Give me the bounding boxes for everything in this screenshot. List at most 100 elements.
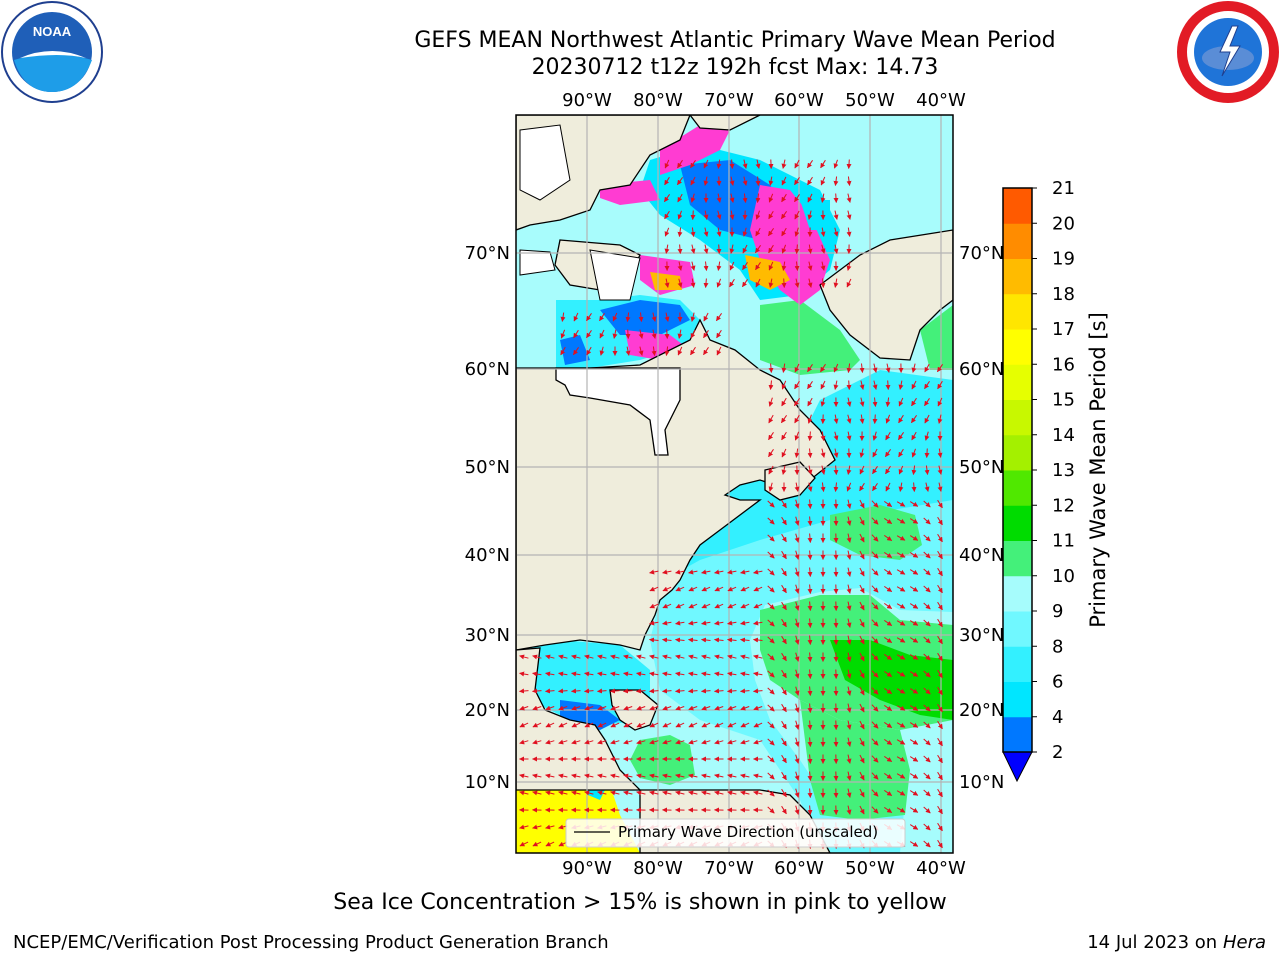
wave-arrow (690, 210, 696, 220)
colorbar-tick-label: 17 (1052, 319, 1075, 340)
wave-arrow (896, 705, 906, 711)
wave-arrow (896, 756, 906, 762)
wave-arrow (727, 773, 737, 779)
wave-arrow (768, 432, 774, 441)
wave-arrow (807, 618, 813, 628)
wave-arrow (572, 347, 580, 356)
wave-arrow (623, 739, 633, 745)
wave-arrow (597, 671, 607, 677)
wave-arrow (859, 720, 865, 730)
wave-arrow (884, 755, 893, 763)
wave-arrow (636, 739, 646, 745)
wave-arrow (532, 824, 542, 830)
wave-arrow (636, 705, 646, 711)
colorbar-tick-label: 15 (1052, 390, 1075, 411)
wave-arrow (560, 346, 566, 356)
colorbar-cell (1003, 293, 1032, 330)
wave-arrow (767, 602, 775, 610)
wave-arrow (937, 737, 943, 747)
wave-arrow (701, 705, 711, 711)
wave-arrow (714, 603, 724, 609)
wave-arrow (662, 637, 672, 643)
wave-arrow (937, 397, 943, 407)
wave-arrow (715, 313, 723, 322)
colorbar-tick-label: 12 (1052, 495, 1075, 516)
wave-arrow (781, 737, 787, 747)
wave-arrow (909, 637, 919, 643)
wave-arrow (937, 839, 943, 849)
wave-arrow (846, 669, 852, 679)
wave-arrow (532, 671, 542, 677)
wave-arrow (924, 381, 930, 390)
wave-arrow (571, 688, 581, 694)
wave-arrow (846, 686, 852, 696)
wave-arrow (701, 790, 711, 796)
wave-arrow (781, 227, 787, 237)
wave-arrow (896, 807, 906, 813)
wave-arrow (584, 671, 594, 677)
wave-arrow (859, 788, 865, 798)
wave-arrow (781, 584, 787, 594)
wave-arrow (664, 159, 670, 169)
wave-arrow (937, 686, 943, 696)
wave-arrow (662, 586, 672, 592)
colorbar-cell (1003, 470, 1032, 506)
wave-arrow (701, 637, 711, 643)
wave-arrow (767, 721, 775, 729)
wave-arrow (781, 516, 787, 526)
wave-arrow (820, 227, 826, 237)
wave-arrow (911, 397, 917, 407)
wave-arrow (936, 364, 944, 373)
wave-arrow (871, 670, 879, 678)
wave-arrow (664, 176, 670, 186)
wave-arrow (911, 363, 917, 373)
wave-arrow (846, 737, 852, 747)
wave-arrow (649, 603, 659, 609)
wave-arrow (545, 739, 555, 745)
wave-arrow (794, 669, 800, 679)
wave-arrow (871, 568, 879, 576)
wave-arrow (846, 516, 852, 526)
wave-arrow (898, 414, 904, 424)
wave-arrow (833, 210, 839, 220)
wave-arrow (807, 754, 813, 764)
wave-arrow (807, 176, 813, 186)
wave-arrow (768, 397, 774, 407)
top-lon-label: 60°W (774, 90, 824, 111)
wave-arrow (677, 210, 683, 220)
wave-arrow (612, 329, 618, 339)
wave-arrow (729, 244, 735, 254)
wave-arrow (923, 772, 931, 780)
wave-arrow (677, 159, 683, 169)
wave-arrow (716, 244, 722, 254)
wave-arrow (753, 722, 763, 728)
wave-arrow (794, 720, 800, 730)
colorbar-tick-label: 2 (1052, 742, 1063, 763)
wave-arrow (807, 431, 813, 441)
wave-arrow (896, 790, 906, 796)
wave-arrow (701, 620, 711, 626)
wave-arrow (937, 720, 943, 730)
wave-arrow (846, 567, 852, 577)
wave-arrow (753, 603, 763, 609)
wave-arrow (937, 822, 943, 832)
wave-arrow (740, 773, 750, 779)
wave-arrow (701, 671, 711, 677)
wave-arrow (833, 193, 839, 203)
colorbar-tick-label: 14 (1052, 425, 1075, 446)
legend: Primary Wave Direction (unscaled) (565, 818, 906, 848)
wave-arrow (833, 380, 839, 390)
wave-arrow (662, 705, 672, 711)
wave-arrow (884, 670, 893, 678)
wave-arrow (859, 771, 865, 781)
wave-arrow (662, 722, 672, 728)
wave-arrow (651, 346, 657, 356)
wave-arrow (636, 671, 646, 677)
wave-arrow (688, 705, 698, 711)
wave-arrow (794, 703, 800, 713)
wave-arrow (871, 517, 879, 525)
wave-arrow (896, 586, 906, 592)
wave-arrow (937, 380, 943, 390)
wave-arrow (742, 159, 748, 169)
wave-arrow (662, 603, 672, 609)
